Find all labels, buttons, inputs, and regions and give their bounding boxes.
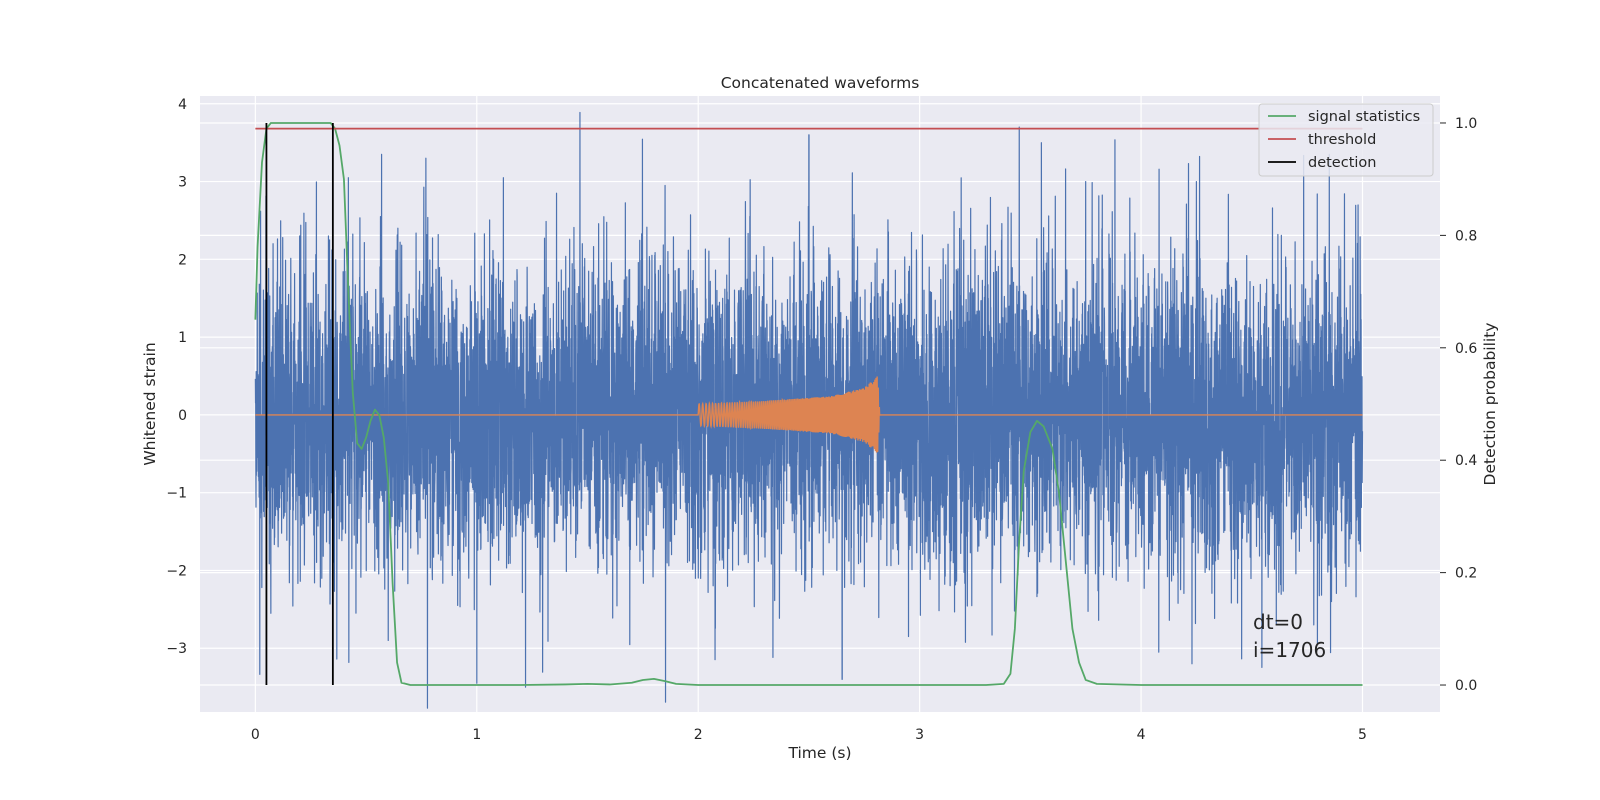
x-tick-label: 1 xyxy=(472,727,481,743)
legend-box xyxy=(1258,103,1434,177)
y2-tick-label: 0.2 xyxy=(1455,566,1477,582)
x-axis-ticks: 0 1 2 3 4 5 xyxy=(251,727,1367,743)
x-tick-label: 4 xyxy=(1137,727,1146,743)
legend-label-signal-statistics: signal statistics xyxy=(1308,109,1420,125)
strain-noise-line xyxy=(254,111,1364,709)
y-axis-ticks: −3 −2 −1 0 1 2 3 4 xyxy=(166,97,187,657)
y2-tick-label: 0.8 xyxy=(1455,228,1477,244)
y2-tick-label: 0.4 xyxy=(1455,453,1477,469)
x-tick-label: 2 xyxy=(694,727,703,743)
x-tick-label: 3 xyxy=(915,727,924,743)
y2-tick-label: 1.0 xyxy=(1455,116,1477,132)
chart-title: Concatenated waveforms xyxy=(721,74,920,92)
y-tick-label: 2 xyxy=(178,252,187,268)
x-axis-label: Time (s) xyxy=(787,744,851,762)
y2-tick-label: 0.0 xyxy=(1455,678,1477,694)
y-tick-label: 3 xyxy=(178,175,187,191)
y-tick-label: −2 xyxy=(166,563,187,579)
x-tick-label: 0 xyxy=(251,727,260,743)
signal-statistics-line xyxy=(254,122,1363,686)
y2-axis-ticks: 0.0 0.2 0.4 0.6 0.8 1.0 xyxy=(1440,116,1477,694)
legend-label-detection: detection xyxy=(1308,155,1376,171)
y-tick-label: 0 xyxy=(178,408,187,424)
y2-axis-label: Detection probability xyxy=(1481,323,1499,486)
y-axis-label: Whitened strain xyxy=(141,342,159,465)
legend: signal statistics threshold detection xyxy=(1258,103,1434,177)
annotation-line-dt: dt=0 xyxy=(1253,610,1303,634)
y2-tick-label: 0.6 xyxy=(1455,341,1477,357)
annotation: dt=0 i=1706 xyxy=(1253,610,1326,662)
annotation-line-i: i=1706 xyxy=(1253,638,1326,662)
y-tick-label: −3 xyxy=(166,641,187,657)
legend-label-threshold: threshold xyxy=(1308,132,1376,148)
y-tick-label: 1 xyxy=(178,330,187,346)
y-tick-label: −1 xyxy=(166,486,187,502)
series-layer xyxy=(254,111,1364,709)
x-tick-label: 5 xyxy=(1358,727,1367,743)
chirp-line xyxy=(255,376,1363,453)
y-tick-label: 4 xyxy=(178,97,187,113)
